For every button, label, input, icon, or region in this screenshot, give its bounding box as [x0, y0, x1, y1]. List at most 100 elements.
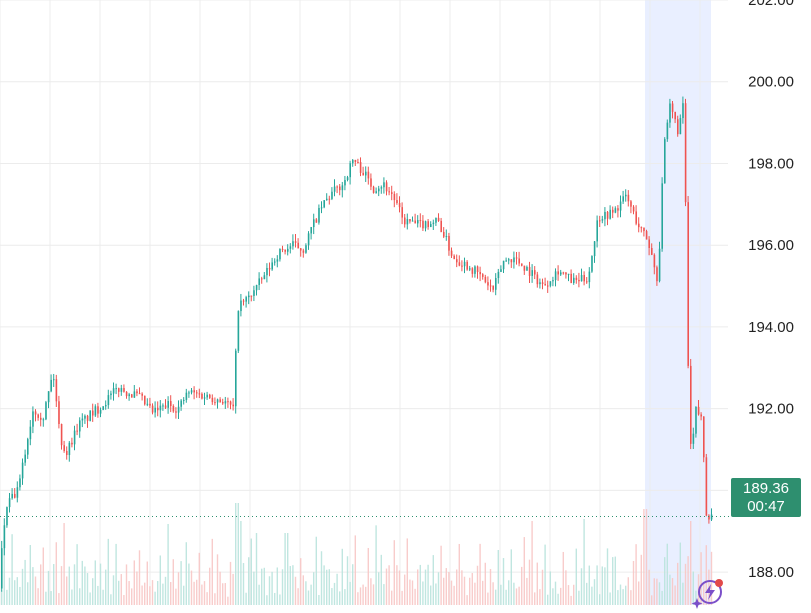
volume-bar [471, 573, 473, 605]
candle-body [401, 207, 403, 218]
candle-body [352, 159, 354, 164]
candle-body [6, 507, 8, 526]
candle-body [120, 388, 123, 392]
candle [71, 437, 73, 448]
volume-bar [643, 509, 645, 605]
volume-bar [599, 594, 601, 605]
candle [219, 397, 221, 403]
volume-bar [469, 577, 471, 605]
volume-bar [73, 564, 76, 605]
volume-bar [586, 582, 588, 605]
candle-body [222, 401, 224, 404]
volume-bar [185, 542, 187, 605]
candle [430, 221, 432, 228]
volume-bar [24, 559, 26, 605]
volume-bar [164, 576, 167, 605]
candle-body [89, 410, 91, 421]
candle-body [81, 418, 84, 421]
candle-body [292, 241, 294, 247]
candle [253, 285, 255, 302]
candle-body [518, 258, 520, 264]
volume-bar [6, 589, 8, 605]
candle [138, 387, 141, 395]
candle [398, 196, 401, 213]
candle [206, 391, 208, 400]
candle-body [365, 171, 367, 176]
volume-bar [281, 569, 284, 605]
candle-body [50, 379, 52, 392]
candle-body [526, 266, 528, 271]
candle-body [708, 515, 710, 520]
volume-bar [89, 592, 91, 605]
candle [211, 394, 214, 405]
candle-body [60, 423, 63, 446]
candle-body [232, 404, 234, 407]
candle-body [427, 221, 429, 228]
candle-body [159, 405, 162, 411]
candle-body [638, 223, 640, 228]
volume-bar [580, 568, 583, 605]
candle [518, 251, 520, 267]
volume-bar [409, 579, 411, 605]
candle [479, 266, 481, 282]
candle-body [534, 270, 536, 275]
candle [560, 269, 562, 276]
volume-bar [346, 556, 349, 605]
candle-body [112, 388, 115, 394]
sparkle-assistant-button[interactable] [690, 576, 726, 610]
candle [463, 257, 466, 274]
candle-body [466, 261, 468, 270]
candle-body [710, 514, 713, 520]
candle-body [162, 405, 164, 407]
candle [708, 514, 710, 524]
candle-body [287, 248, 289, 252]
candle [201, 392, 203, 400]
volume-bar [539, 589, 541, 605]
candle [461, 260, 463, 272]
candle-body [497, 271, 500, 279]
candle [292, 234, 294, 250]
candle-body [500, 269, 502, 272]
candle-body [575, 277, 578, 280]
volume-bar [235, 503, 237, 605]
candle-body [339, 186, 341, 191]
volume-bar [422, 581, 424, 605]
candle-body [276, 259, 279, 262]
candle [27, 437, 29, 459]
volume-bar [255, 533, 258, 605]
candle [370, 173, 372, 191]
volume-bar [362, 584, 364, 605]
volume-bar [175, 588, 177, 605]
last-price-value: 189.36 [743, 480, 789, 497]
volume-bar [219, 571, 221, 605]
volume-bar [383, 584, 385, 605]
candle [255, 284, 258, 296]
candle-body [323, 200, 325, 208]
volume-bar [604, 567, 606, 605]
candle [583, 271, 585, 286]
volume-bar [188, 563, 190, 605]
session-highlight [645, 0, 711, 605]
volume-bar [671, 578, 674, 605]
volume-bar [318, 594, 320, 605]
candle-body [263, 275, 266, 280]
volume-bar [562, 551, 564, 605]
candle [508, 257, 510, 265]
candle-body [261, 278, 263, 280]
volume-bar [547, 594, 549, 605]
volume-bar [458, 543, 460, 605]
candle [128, 392, 130, 401]
candle-body [362, 172, 364, 176]
volume-bar [367, 547, 369, 605]
volume-bar [609, 592, 611, 605]
candle-body [560, 272, 562, 275]
candle [276, 255, 279, 268]
volume-bar [385, 568, 388, 605]
candle [586, 277, 588, 284]
volume-bar [118, 580, 120, 605]
candle [222, 398, 224, 405]
candle-body [71, 442, 73, 445]
candle [326, 193, 328, 201]
